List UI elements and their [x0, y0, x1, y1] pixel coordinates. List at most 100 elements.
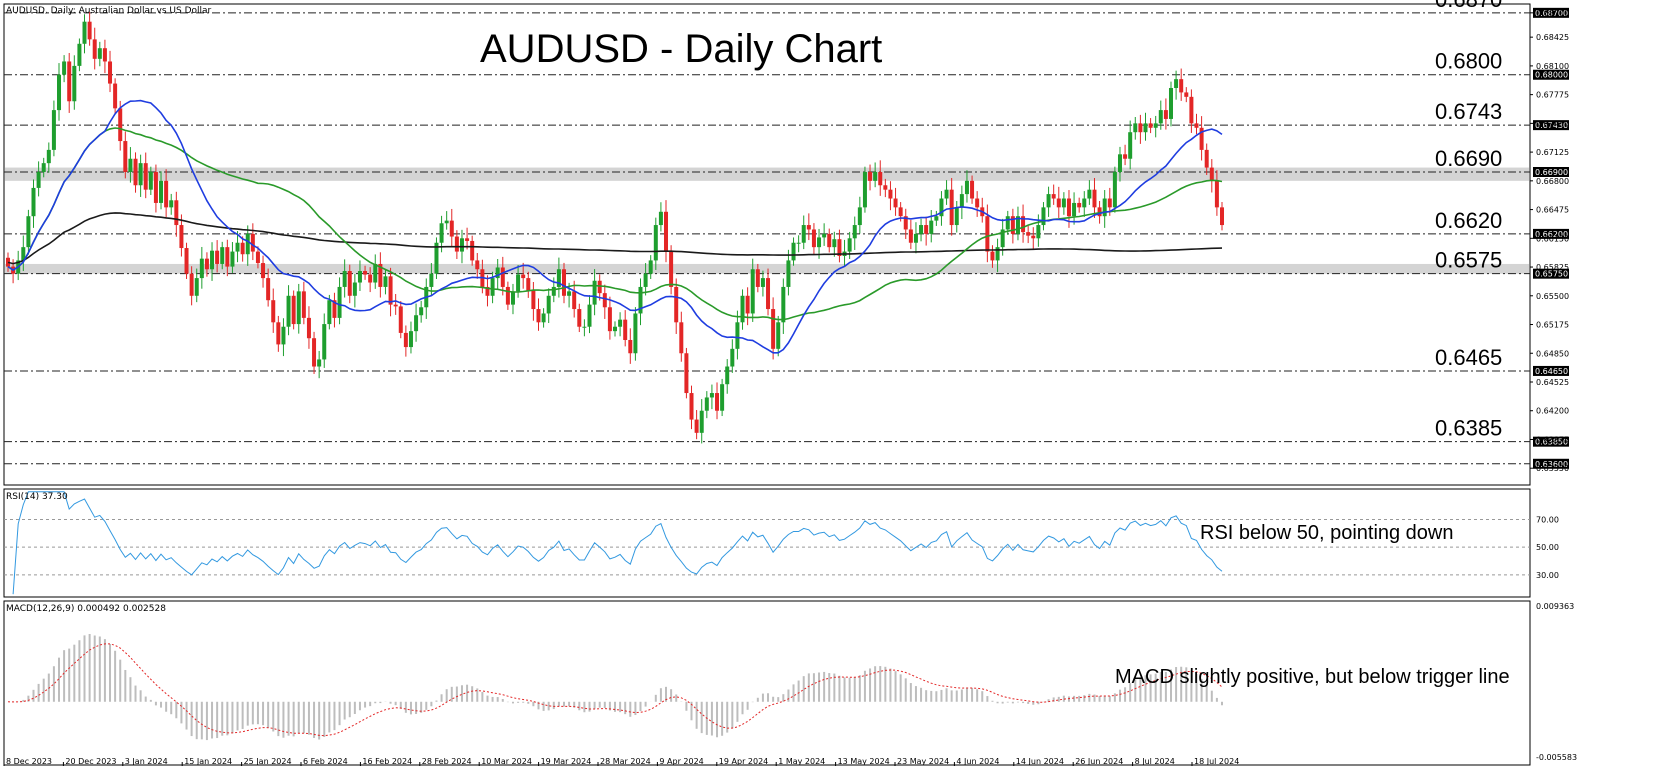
candle-body-136: [699, 410, 704, 433]
candle-body-165: [847, 238, 852, 252]
candle-body-190: [975, 198, 980, 208]
candle-body-218: [1117, 154, 1122, 172]
candle-body-49: [255, 251, 260, 264]
candle-body-141: [725, 366, 730, 385]
candle-body-118: [607, 307, 612, 332]
candle-body-39: [204, 258, 209, 270]
date-label-7: 28 Feb 2024: [422, 757, 472, 766]
candle-body-62: [322, 324, 327, 360]
candle-body-4: [26, 216, 31, 248]
price-tick-label-0: 0.68700: [1536, 9, 1569, 18]
candle-body-156: [801, 225, 806, 243]
macd-annotation: MACD slightly positive, but below trigge…: [1115, 666, 1510, 688]
level-tag-4: 0.66200: [1535, 230, 1568, 239]
candle-body-114: [587, 304, 592, 327]
chart-title: AUDUSD - Daily Chart: [480, 27, 882, 71]
candle-body-100: [516, 274, 521, 292]
candle-body-9: [51, 110, 56, 150]
candle-body-30: [159, 180, 164, 203]
candle-body-169: [868, 171, 873, 181]
candle-body-106: [546, 295, 551, 314]
candle-body-154: [791, 242, 796, 261]
candle-body-91: [470, 240, 475, 261]
level-tag-0: 0.68700: [1535, 9, 1568, 18]
candle-body-25: [133, 158, 138, 186]
candle-body-227: [1163, 110, 1168, 119]
candle-body-131: [674, 286, 679, 323]
date-label-18: 26 Jun 2024: [1075, 757, 1123, 766]
date-label-9: 19 Mar 2024: [541, 757, 592, 766]
candle-body-179: [919, 225, 924, 234]
candle-body-125: [643, 273, 648, 287]
candle-body-107: [551, 286, 556, 296]
date-label-17: 14 Jun 2024: [1016, 757, 1064, 766]
candle-body-234: [1199, 127, 1204, 150]
candle-body-170: [873, 171, 878, 181]
macd-label: MACD(12,26,9) 0.000492 0.002528: [6, 604, 166, 614]
candle-body-222: [1138, 123, 1143, 133]
candle-body-119: [613, 326, 617, 332]
candle-body-144: [740, 295, 745, 323]
candle-body-217: [1112, 171, 1117, 208]
date-label-12: 19 Apr 2024: [719, 757, 768, 766]
level-tag-8: 0.63600: [1535, 460, 1568, 469]
candle-body-80: [414, 315, 419, 332]
candle-body-34: [179, 225, 184, 249]
zone-0: [5, 167, 1529, 181]
candle-body-86: [444, 220, 449, 224]
level-label-4: 0.6620: [1435, 208, 1502, 233]
date-label-1: 20 Dec 2023: [65, 757, 116, 766]
candle-body-225: [1153, 123, 1158, 128]
candle-body-101: [521, 274, 526, 279]
candle-body-215: [1102, 198, 1107, 217]
candle-body-183: [939, 198, 944, 217]
level-tag-bg-1: [1533, 69, 1569, 80]
level-tag-6: 0.64650: [1535, 367, 1568, 376]
candle-body-52: [271, 300, 276, 323]
candle-body-21: [113, 83, 118, 109]
level-tag-3: 0.66900: [1535, 168, 1568, 177]
candle-body-103: [531, 290, 536, 310]
candle-body-231: [1184, 92, 1189, 97]
candle-body-111: [572, 291, 577, 310]
candle-body-160: [822, 233, 827, 238]
price-tick-label-7: 0.66475: [1536, 206, 1569, 215]
candle-body-66: [342, 271, 347, 287]
price-tick-label-9: 0.65825: [1536, 263, 1569, 272]
candle-body-43: [225, 247, 230, 267]
candle-body-24: [128, 158, 133, 172]
candle-body-99: [510, 291, 515, 305]
price-tick-label-4: 0.67450: [1536, 119, 1569, 128]
rsi-tick-0: 70.00: [1536, 515, 1559, 524]
candle-body-208: [1066, 198, 1071, 217]
candle-body-84: [434, 242, 439, 274]
level-label-5: 0.6575: [1435, 248, 1502, 273]
candle-body-185: [949, 189, 954, 226]
candle-body-204: [1046, 194, 1051, 208]
candle-body-63: [327, 300, 332, 325]
level-label-1: 0.6800: [1435, 49, 1502, 74]
candle-body-216: [1107, 198, 1112, 208]
candle-body-108: [556, 269, 561, 287]
candle-body-220: [1128, 132, 1133, 159]
candle-body-132: [679, 322, 684, 354]
level-tag-bg-4: [1533, 228, 1569, 239]
candle-body-175: [898, 207, 903, 217]
candle-body-79: [408, 331, 413, 348]
candle-body-198: [1015, 216, 1020, 234]
candle-body-176: [903, 216, 908, 230]
level-tag-bg-7: [1533, 436, 1569, 447]
candle-body-153: [786, 260, 791, 287]
candle-body-200: [1026, 232, 1031, 236]
candle-body-221: [1133, 123, 1138, 133]
price-tick-label-14: 0.64200: [1536, 407, 1569, 416]
level-tag-7: 0.63850: [1535, 438, 1568, 447]
date-label-14: 13 May 2024: [838, 757, 890, 766]
candle-body-151: [776, 322, 781, 349]
candle-body-197: [1010, 216, 1015, 234]
candle-body-145: [745, 295, 750, 314]
date-label-15: 23 May 2024: [897, 757, 949, 766]
price-tick-label-12: 0.64850: [1536, 349, 1569, 358]
candle-body-29: [153, 171, 158, 203]
candle-body-209: [1072, 202, 1077, 217]
